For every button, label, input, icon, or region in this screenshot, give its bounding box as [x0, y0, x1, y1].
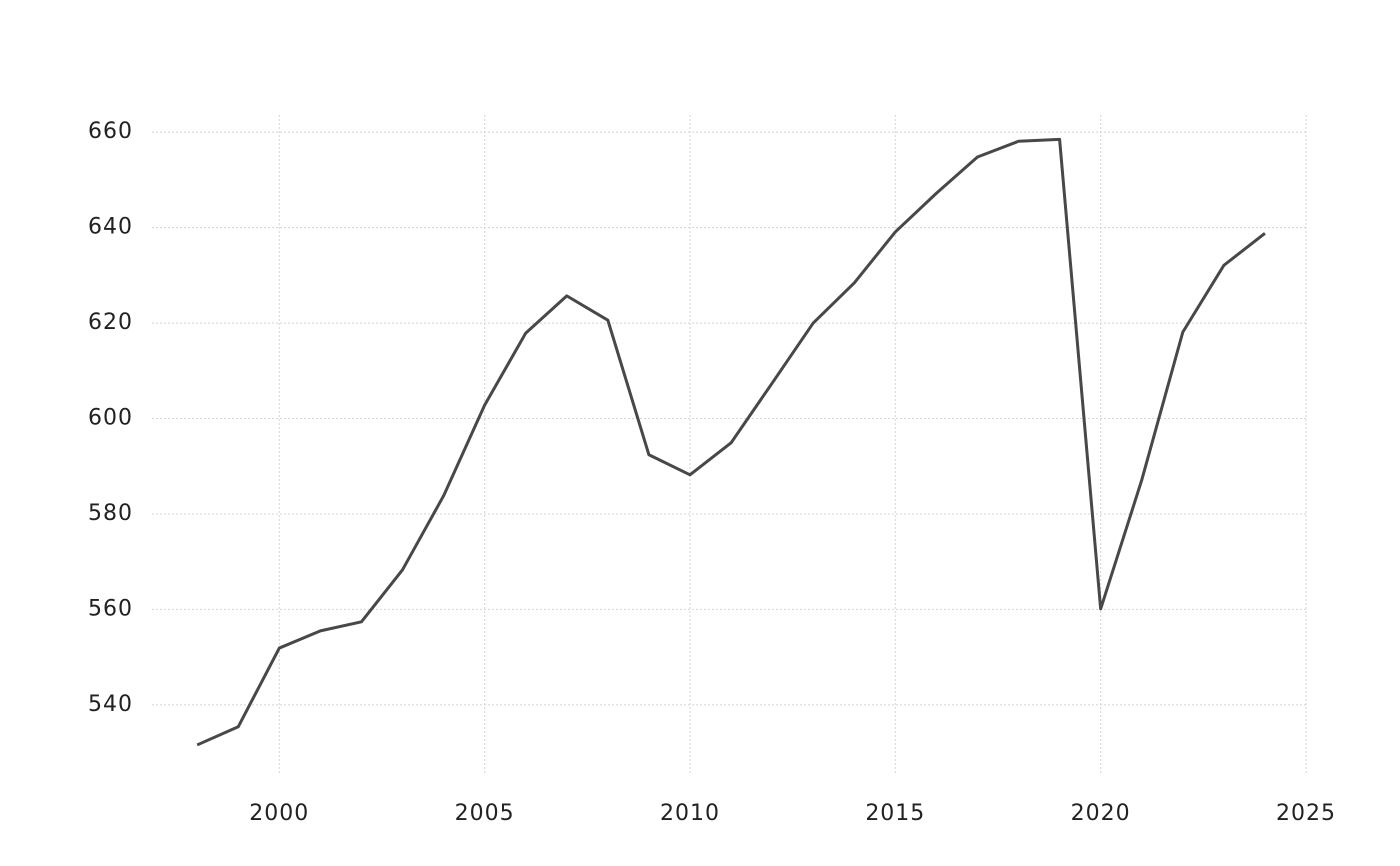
x-tick-label: 2025: [1276, 801, 1336, 826]
y-tick-label: 600: [88, 406, 133, 431]
x-tick-label: 2010: [660, 801, 720, 826]
x-tick-label: 2000: [249, 801, 309, 826]
y-tick-label: 580: [88, 501, 133, 526]
data-line: [196, 137, 1266, 747]
y-tick-label: 560: [88, 596, 133, 621]
x-tick-label: 2005: [455, 801, 515, 826]
y-tick-label: 640: [88, 215, 133, 240]
y-tick-label: 660: [88, 119, 133, 144]
x-tick-label: 2015: [865, 801, 925, 826]
y-tick-label: 620: [88, 310, 133, 335]
x-tick-label: 2020: [1071, 801, 1131, 826]
y-tick-label: 540: [88, 692, 133, 717]
